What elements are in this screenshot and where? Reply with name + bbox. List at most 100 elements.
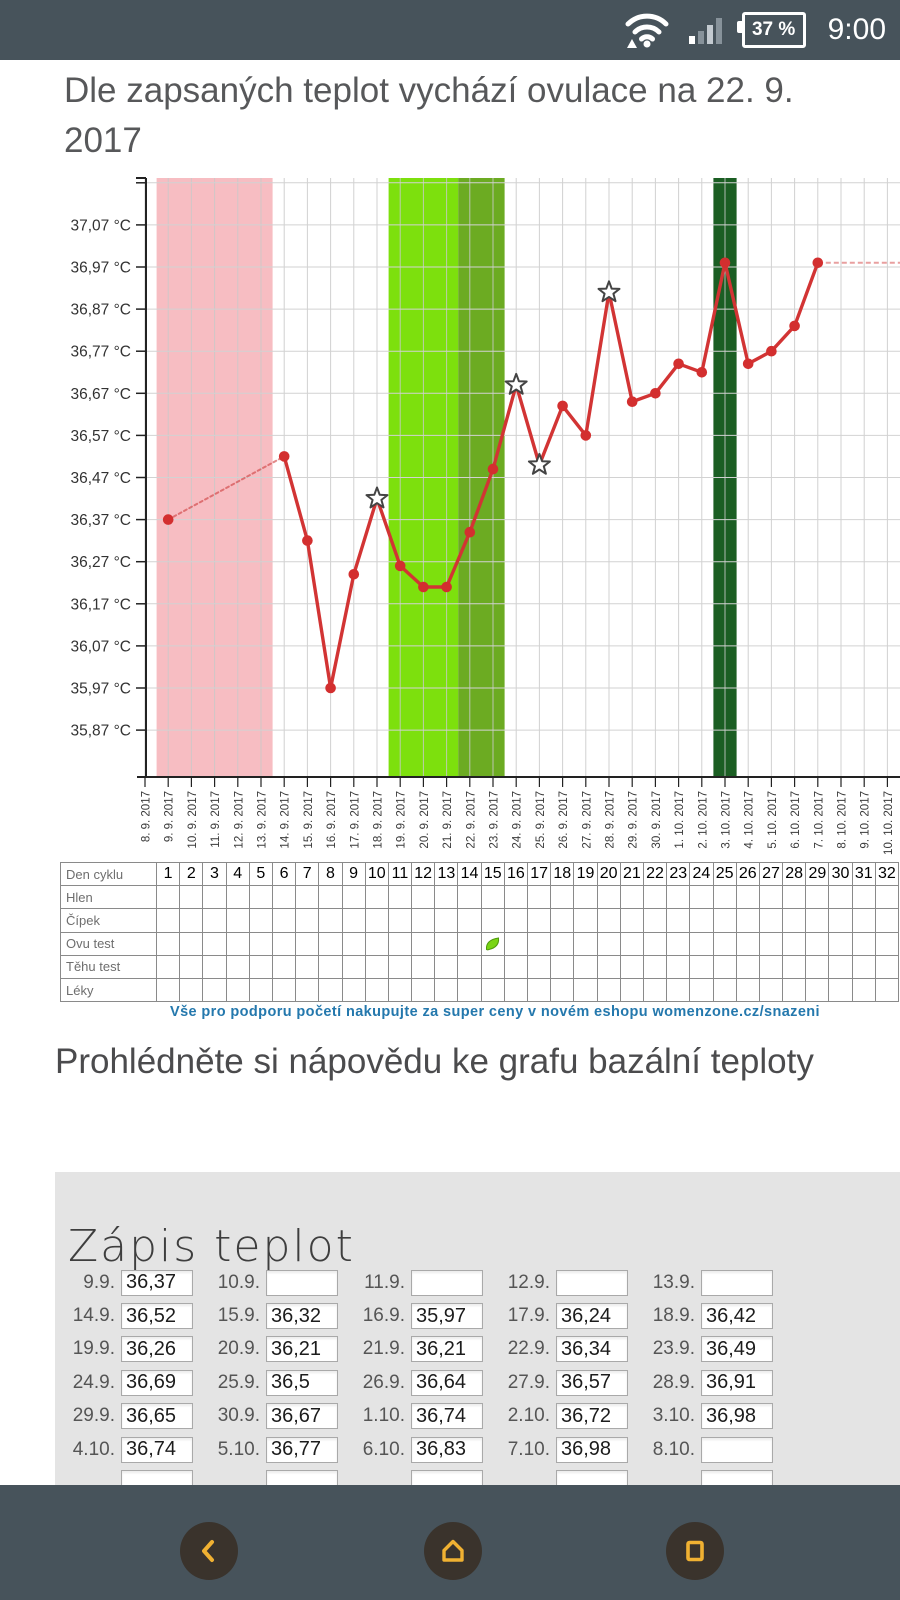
cycle-table-cell[interactable] [296,932,320,956]
cycle-table-cell[interactable] [528,978,552,1003]
cycle-table-cell[interactable] [597,955,621,979]
cycle-table-cell[interactable] [574,955,598,979]
cycle-table-cell[interactable]: 27 [759,863,784,887]
cycle-table-cell[interactable] [435,955,459,979]
cycle-table-cell[interactable] [852,955,876,979]
cycle-table-cell[interactable] [296,978,320,1003]
cycle-table-cell[interactable] [481,955,505,979]
cycle-table-cell[interactable] [458,955,482,979]
cycle-table-cell[interactable] [435,978,459,1003]
cycle-table-cell[interactable] [551,909,575,933]
cycle-table-cell[interactable]: 6 [272,863,297,887]
cycle-table-cell[interactable]: 24 [690,863,714,887]
cycle-table-cell[interactable] [713,978,737,1003]
cycle-table-cell[interactable] [319,978,343,1003]
temp-value-input[interactable] [701,1470,773,1485]
cycle-table-cell[interactable]: 13 [435,863,459,887]
cycle-table-cell[interactable] [203,978,227,1003]
cycle-table-cell[interactable] [667,909,691,933]
cycle-table-cell[interactable] [203,909,227,933]
cycle-table-cell[interactable]: 16 [504,863,528,887]
cycle-table-cell[interactable] [342,955,366,979]
cycle-table-cell[interactable]: 32 [875,863,899,887]
cycle-table-cell[interactable] [528,886,552,910]
cycle-table-cell[interactable] [157,978,181,1003]
cycle-table-cell[interactable]: 25 [713,863,737,887]
cycle-table-cell[interactable] [226,978,250,1003]
cycle-table-cell[interactable] [736,886,760,910]
cycle-table-cell[interactable]: 10 [365,863,389,887]
temp-value-input[interactable] [701,1336,773,1363]
cycle-table-cell[interactable] [574,932,598,956]
cycle-table-cell[interactable] [249,886,273,910]
cycle-table-cell[interactable] [435,932,459,956]
temp-value-input[interactable] [411,1436,483,1463]
cycle-table-cell[interactable] [249,909,273,933]
cycle-table-cell[interactable] [157,886,181,910]
cycle-table-cell[interactable] [829,978,853,1003]
cycle-table-cell[interactable] [783,886,807,910]
cycle-table-cell[interactable] [504,955,528,979]
cycle-table-cell[interactable]: 2 [180,863,204,887]
cycle-table-cell[interactable] [806,955,830,979]
cycle-table-cell[interactable] [180,932,204,956]
cycle-table-cell[interactable]: 14 [458,863,482,887]
cycle-table-cell[interactable] [759,886,784,910]
cycle-table-cell[interactable] [783,978,807,1003]
cycle-table-cell[interactable] [806,978,830,1003]
cycle-table-cell[interactable] [806,932,830,956]
cycle-table-cell[interactable] [713,955,737,979]
cycle-table-cell[interactable] [551,886,575,910]
cycle-table-cell[interactable] [690,978,714,1003]
cycle-table-cell[interactable] [736,955,760,979]
cycle-table-cell[interactable] [690,955,714,979]
cycle-table-cell[interactable] [829,955,853,979]
cycle-table-cell[interactable] [759,978,784,1003]
cycle-table-cell[interactable] [875,978,899,1003]
cycle-table-cell[interactable] [203,932,227,956]
cycle-table-cell[interactable] [574,909,598,933]
cycle-table-cell[interactable]: 1 [157,863,181,887]
cycle-table-cell[interactable] [435,909,459,933]
cycle-table-cell[interactable] [203,955,227,979]
cycle-table-cell[interactable] [226,955,250,979]
temp-value-input[interactable] [411,1470,483,1485]
cycle-table-cell[interactable] [319,909,343,933]
cycle-table-cell[interactable] [736,978,760,1003]
cycle-table-cell[interactable] [272,886,297,910]
cycle-table-cell[interactable] [157,909,181,933]
cycle-table-cell[interactable]: 4 [226,863,250,887]
cycle-table-cell[interactable]: 26 [736,863,760,887]
cycle-table-cell[interactable] [597,909,621,933]
cycle-table-cell[interactable] [412,978,436,1003]
cycle-table-cell[interactable] [551,932,575,956]
cycle-table-cell[interactable] [296,955,320,979]
cycle-table-cell[interactable] [690,932,714,956]
temp-value-input[interactable] [701,1369,773,1396]
cycle-table-cell[interactable] [643,932,668,956]
cycle-table-cell[interactable] [412,886,436,910]
cycle-table-cell[interactable] [388,909,413,933]
temp-value-input[interactable] [266,1403,338,1430]
cycle-table-cell[interactable] [412,932,436,956]
cycle-table-cell[interactable] [597,978,621,1003]
cycle-table-cell[interactable]: 17 [528,863,552,887]
cycle-table-cell[interactable] [412,955,436,979]
cycle-table-cell[interactable] [157,932,181,956]
cycle-table-cell[interactable]: 19 [574,863,598,887]
cycle-table-cell[interactable] [249,955,273,979]
cycle-table-cell[interactable] [597,886,621,910]
cycle-table-cell[interactable] [574,886,598,910]
cycle-table-cell[interactable] [504,886,528,910]
cycle-table-cell[interactable] [388,886,413,910]
cycle-table-cell[interactable] [783,932,807,956]
cycle-table-cell[interactable] [226,886,250,910]
cycle-table-cell[interactable] [272,978,297,1003]
cycle-table-cell[interactable] [852,978,876,1003]
cycle-table-cell[interactable] [365,978,389,1003]
cycle-table-cell[interactable] [226,932,250,956]
cycle-table-cell[interactable] [458,886,482,910]
temp-value-input[interactable] [556,1470,628,1485]
cycle-table-cell[interactable] [319,955,343,979]
temp-value-input[interactable] [701,1403,773,1430]
